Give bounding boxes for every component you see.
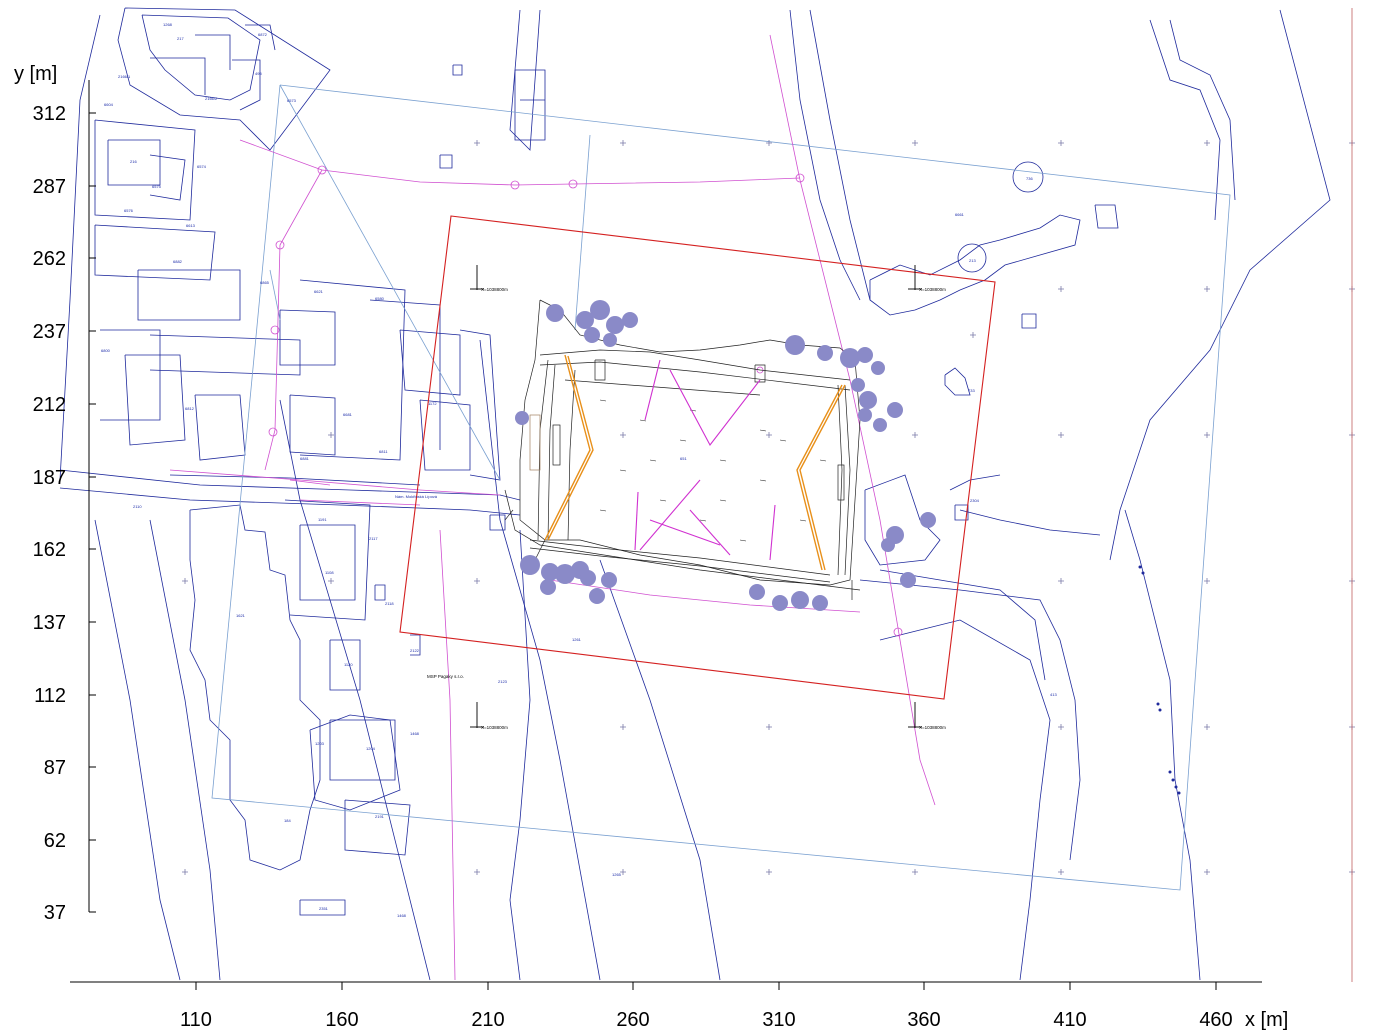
site-boundary: [399, 215, 996, 700]
parcel-label: 1191: [318, 517, 327, 522]
parcel-label: 6811: [379, 449, 388, 454]
trees: [515, 300, 936, 611]
coordinate-label: X=1038800m: [919, 725, 946, 730]
parcel-label: 217: [177, 36, 184, 41]
parcel-label: 2166/2: [205, 96, 218, 101]
y-tick-label: 62: [44, 830, 66, 852]
parcel-label: 6576: [124, 208, 134, 213]
y-tick-label: 162: [33, 539, 66, 561]
parcel-label: 6621: [314, 289, 324, 294]
x-tick-label: 410: [1053, 1009, 1086, 1031]
parcel-label: 1621: [236, 613, 246, 618]
parcel-label: 216: [130, 159, 137, 164]
x-tick-label: 210: [471, 1009, 504, 1031]
y-tick-labels: 312 287 262 237 212 187 162 137 112 87 6…: [33, 103, 66, 924]
coordinate-label: X=1038800m: [481, 287, 508, 292]
parcel-label: 6812: [185, 406, 195, 411]
parcel-label: 6800: [101, 348, 111, 353]
coordinate-label: X=1038800m: [919, 287, 946, 292]
y-tick-label: 262: [33, 248, 66, 270]
x-tick-label: 460: [1199, 1009, 1232, 1031]
x-tick-label: 110: [180, 1009, 212, 1031]
grid-crosses: [182, 140, 1355, 875]
crane-ropes: [634, 359, 776, 561]
parcel-label: 6872: [258, 32, 268, 37]
y-tick-label: 187: [33, 467, 66, 489]
y-tick-label: 87: [44, 757, 66, 779]
parcel-label: 1268: [163, 22, 173, 27]
x-tick-labels: 110 160 210 260 310 360 410 460: [180, 1009, 1233, 1031]
parcel-label: 6661: [955, 212, 965, 217]
y-tick-label: 237: [33, 321, 66, 343]
x-axis: [70, 981, 1262, 990]
x-tick-label: 310: [762, 1009, 795, 1031]
parcel-label: 6604: [104, 102, 114, 107]
parcel-label: 2191: [375, 814, 385, 819]
construction-site: [504, 299, 861, 600]
y-tick-label: 212: [33, 394, 66, 416]
x-tick-label: 360: [907, 1009, 940, 1031]
parcel-label: 6865: [260, 280, 270, 285]
parcel-label: 1204: [366, 746, 376, 751]
parcel-label: 1108: [325, 570, 334, 575]
parcel-label: 2166/1: [118, 74, 131, 79]
parcel-label: 213: [969, 258, 976, 263]
parcel-label: 6575: [152, 184, 162, 189]
parcel-label: 733: [968, 388, 975, 393]
parcel-label: 6573: [287, 98, 297, 103]
parcel-label: 495: [255, 71, 262, 76]
y-tick-label: 287: [33, 176, 66, 198]
y-axis: [88, 80, 96, 913]
y-tick-label: 37: [44, 902, 66, 924]
parcel-label: 6613: [186, 223, 196, 228]
parcel-label: 413: [1050, 692, 1057, 697]
parcel-label: 2118: [385, 601, 394, 606]
utility-lines: [169, 34, 936, 981]
cadastral-lines: [59, 7, 1331, 981]
parcel-label: 1261: [572, 637, 582, 642]
parcel-label: 2117: [369, 536, 378, 541]
parcel-label: 1120: [344, 662, 353, 667]
site-markers: [599, 399, 827, 542]
parcel-label: 651: [680, 456, 687, 461]
parcel-labels: 1268 217 6872 2166/1 2166/2 495 6573 660…: [101, 22, 1057, 918]
parcel-label: 2304: [970, 498, 980, 503]
parcel-label: 6574: [197, 164, 207, 169]
y-axis-label: y [m]: [14, 63, 57, 85]
parcel-label: 736: [1026, 176, 1033, 181]
crane-booms: [544, 354, 846, 571]
parcel-label: 6881: [300, 456, 310, 461]
x-tick-label: 260: [616, 1009, 649, 1031]
y-tick-label: 137: [33, 612, 66, 634]
survey-points: [1138, 565, 1181, 795]
parcel-label: 1468: [397, 913, 407, 918]
street-label: Nám. Mokřinská Lípová: [395, 494, 438, 499]
parcel-label: 2123: [498, 679, 508, 684]
y-tick-label: 112: [34, 685, 66, 707]
parcel-label: 1265: [612, 872, 622, 877]
parcel-label: 6580: [375, 296, 385, 301]
parcel-label: 1203: [315, 741, 325, 746]
parcel-label: 1468: [410, 731, 420, 736]
coordinate-markers: [470, 265, 922, 728]
parcel-label: 184: [284, 818, 291, 823]
company-label: MSP Pagaky s.r.o.: [427, 674, 464, 679]
x-tick-label: 160: [325, 1009, 358, 1031]
x-axis-label: x [m]: [1245, 1009, 1288, 1031]
parcel-label: 6681: [343, 412, 353, 417]
parcel-label: 1172: [428, 401, 437, 406]
coordinate-label: X=1038800m: [481, 725, 508, 730]
parcel-label: 2122: [410, 648, 420, 653]
parcel-label: 2110: [133, 504, 142, 509]
y-tick-label: 312: [33, 103, 66, 125]
survey-outline: [211, 84, 1231, 891]
parcel-label: 6882: [173, 259, 183, 264]
parcel-label: 2351: [319, 906, 329, 911]
